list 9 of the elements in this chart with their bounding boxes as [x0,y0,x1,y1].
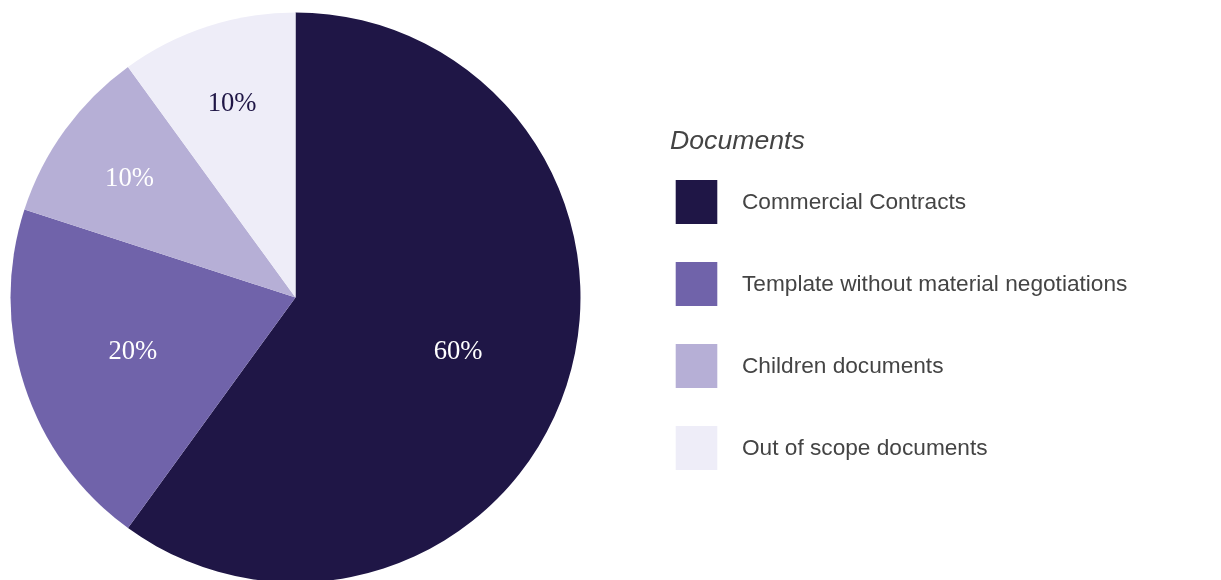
legend-title: Documents [670,125,806,156]
data-label: 10% [207,87,257,118]
legend-label: Template without material negotiations [742,270,1128,297]
data-label: 10% [105,161,154,192]
data-label: 60% [433,335,483,366]
legend-label: Children documents [742,352,944,379]
legend-label: Commercial Contracts [742,188,967,215]
legend-label: Out of scope documents [742,434,988,461]
data-label: 20% [108,335,158,366]
